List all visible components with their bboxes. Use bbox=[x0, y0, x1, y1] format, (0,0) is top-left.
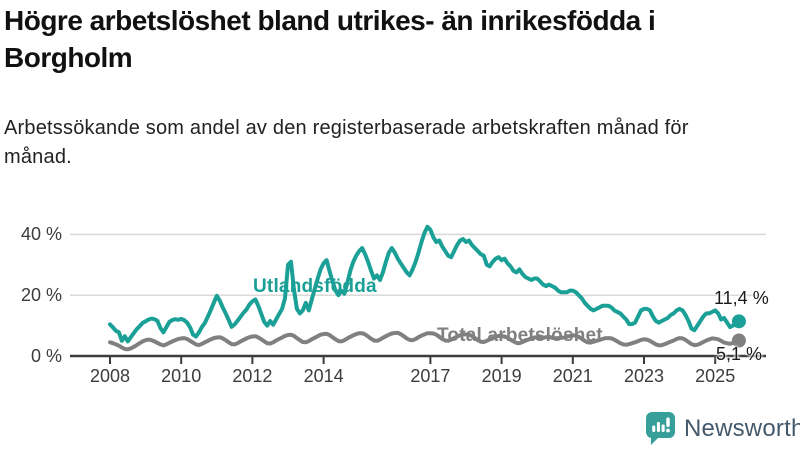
page-title: Högre arbetslöshet bland utrikes- än inr… bbox=[4, 5, 656, 73]
series-line bbox=[108, 330, 741, 352]
brand-wordmark: Newsworthy bbox=[684, 414, 800, 442]
end-value-total-arbetsloshet: 5,1 % bbox=[716, 344, 763, 364]
chart-subtitle: Arbetssökande som andel av den registerb… bbox=[4, 117, 689, 168]
y-tick-label: 40 % bbox=[20, 224, 62, 245]
y-tick-label: 20 % bbox=[20, 285, 62, 306]
x-tick-label: 2014 bbox=[303, 366, 344, 386]
y-tick-label: 0 % bbox=[30, 346, 62, 366]
x-tick-label: 2025 bbox=[695, 366, 736, 386]
x-tick-label: 2010 bbox=[161, 366, 202, 386]
series-label-total-arbetsloshet: Total arbetslöshet bbox=[437, 325, 603, 346]
end-value-utlandsfodda: 11,4 % bbox=[714, 288, 769, 308]
x-tick-label: 2017 bbox=[410, 366, 451, 386]
x-tick-label: 2008 bbox=[89, 366, 131, 386]
series-end-dot bbox=[731, 314, 746, 329]
bar-chart-speech-bubble-icon bbox=[646, 412, 675, 445]
series-line bbox=[108, 224, 741, 344]
x-tick-label: 2012 bbox=[232, 366, 273, 386]
series-end-dot bbox=[731, 333, 746, 348]
x-tick-label: 2021 bbox=[552, 366, 593, 386]
series-label-utlandsfodda: Utlandsfödda bbox=[253, 276, 377, 297]
x-tick-label: 2023 bbox=[623, 366, 665, 386]
newsworthy-logo: Newsworthy bbox=[645, 411, 800, 446]
x-tick-label: 2019 bbox=[481, 366, 522, 386]
